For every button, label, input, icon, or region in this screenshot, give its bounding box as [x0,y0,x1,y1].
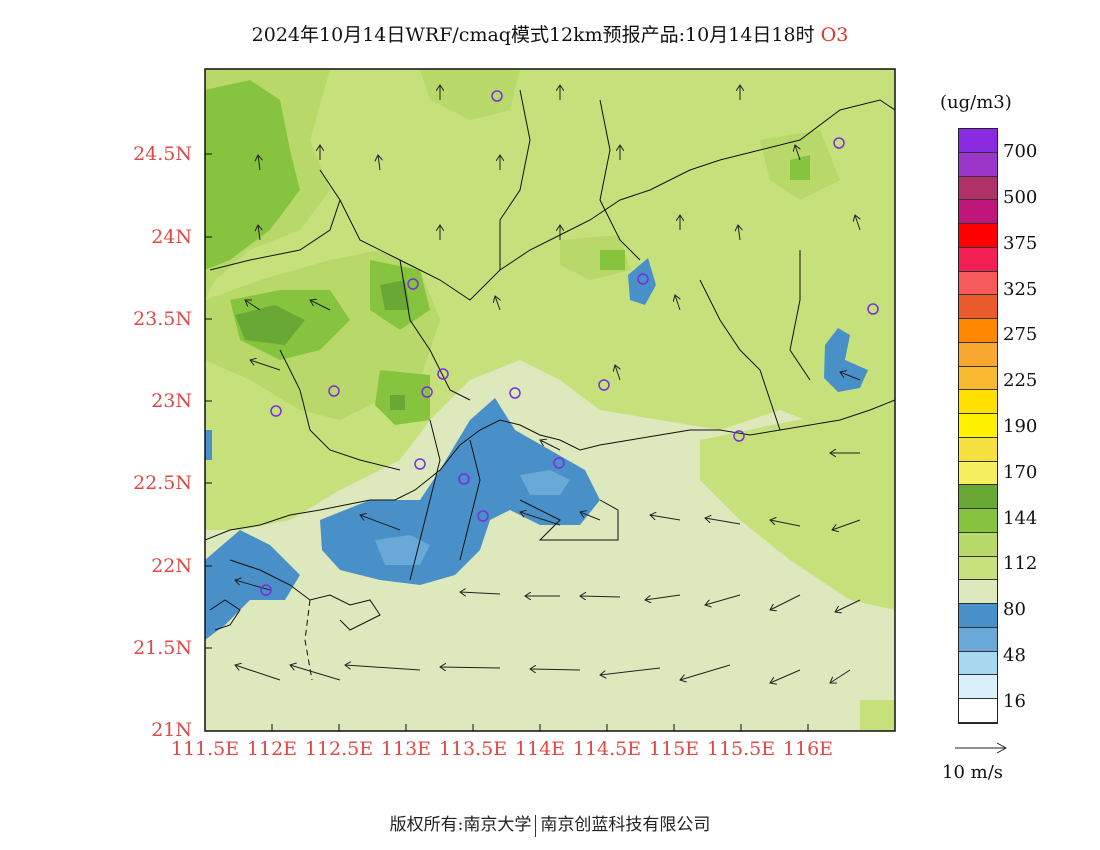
legend-swatch [959,651,997,676]
lon-label: 112.5E [304,738,374,760]
lon-label: 115E [648,738,700,760]
title-main: 2024年10月14日WRF/cmaq模式12km预报产品:10月14日18时 [251,24,815,46]
wind-scale-arrow [955,742,1008,754]
lat-label: 23N [151,390,192,412]
legend-swatch [959,627,997,652]
legend-swatch [959,366,997,391]
footer-left: 版权所有:南京大学 [389,815,532,835]
lon-label: 111.5E [170,738,240,760]
legend-tick: 500 [1003,187,1038,208]
lon-label: 115.5E [706,738,776,760]
legend-swatch [959,176,997,201]
station-markers [260,90,879,596]
legend-swatch [959,675,997,700]
legend-tick: 144 [1003,508,1038,529]
lon-label: 116E [782,738,834,760]
legend-swatch [959,699,997,723]
lon-label: 114.5E [572,738,642,760]
legend-unit: (ug/m3) [940,92,1012,113]
wind-vectors [235,85,860,683]
legend-tick: 48 [1003,645,1026,666]
legend-tick: 112 [1003,553,1038,574]
lat-label: 21N [151,719,192,741]
legend-swatch [959,271,997,296]
legend-swatch [959,200,997,225]
legend-tick: 170 [1003,462,1038,483]
wind-scale-label: 10 m/s [942,762,1003,783]
legend-tick: 375 [1003,233,1038,254]
legend-tick: 16 [1003,691,1026,712]
footer-right: 南京创蓝科技有限公司 [540,815,711,835]
map-frame [204,68,896,732]
legend-swatch [959,342,997,367]
lat-label: 21.5N [133,637,192,659]
legend-swatch [959,437,997,462]
legend-swatch [959,390,997,415]
color-legend [958,128,998,724]
lon-label: 113E [380,738,432,760]
lat-label: 22.5N [133,472,192,494]
legend-swatch [959,580,997,605]
legend-swatch [959,319,997,343]
lat-label: 24.5N [133,143,192,165]
concentration-field [205,69,895,731]
lat-label: 23.5N [133,308,192,330]
legend-tick: 275 [1003,324,1038,345]
legend-tick: 80 [1003,599,1026,620]
copyright-footer: 版权所有:南京大学 南京创蓝科技有限公司 [0,810,1100,837]
legend-swatch [959,509,997,533]
lat-label: 24N [151,226,192,248]
legend-swatch [959,152,997,177]
legend-swatch [959,295,997,320]
legend-swatch [959,247,997,272]
legend-swatch [959,604,997,628]
legend-tick: 225 [1003,370,1038,391]
legend-swatch [959,556,997,581]
legend-swatch [959,129,997,153]
lon-label: 114E [514,738,566,760]
legend-swatch [959,461,997,486]
title-species: O3 [820,24,849,46]
legend-swatch [959,532,997,557]
legend-tick: 325 [1003,279,1038,300]
map-title: 2024年10月14日WRF/cmaq模式12km预报产品:10月14日18时 … [0,20,1100,47]
legend-tick: 700 [1003,141,1038,162]
legend-swatch [959,485,997,510]
lat-label: 22N [151,555,192,577]
legend-swatch [959,414,997,438]
lon-label: 112E [246,738,298,760]
legend-swatch [959,224,997,248]
legend-tick: 190 [1003,416,1038,437]
lon-label: 113.5E [438,738,508,760]
